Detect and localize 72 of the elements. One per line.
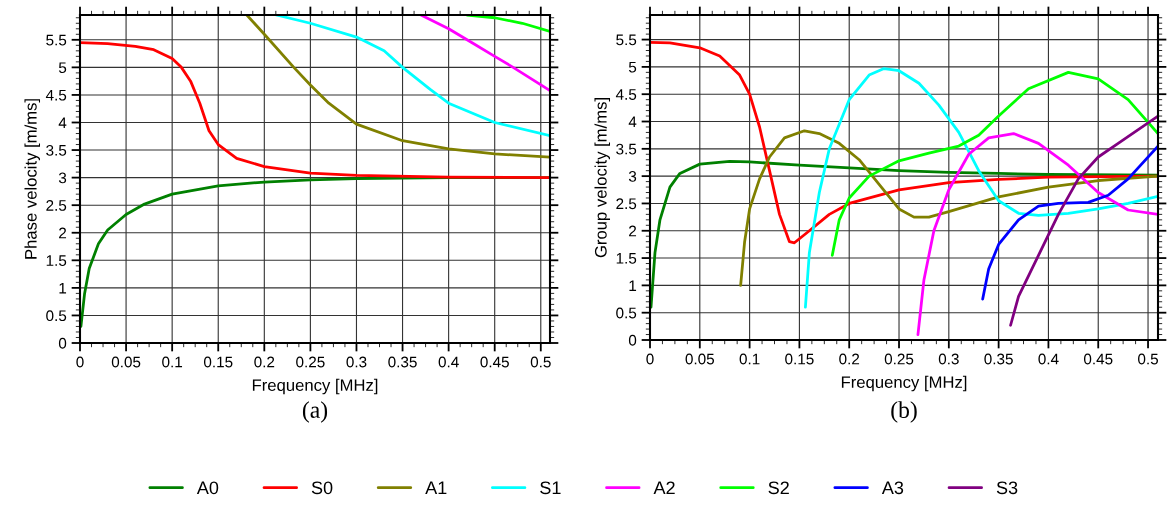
line-series <box>804 67 1158 309</box>
x-tick-label: 0.3 <box>346 356 367 368</box>
x-tick-label: 0.4 <box>438 356 459 368</box>
y-tick-label: 4 <box>628 116 637 128</box>
line-series <box>1009 114 1158 327</box>
x-tick-label: 0.15 <box>203 356 233 368</box>
x-axis-title: Frequency [MHz] <box>841 375 967 392</box>
y-tick-label: 1.5 <box>46 255 67 266</box>
x-tick-label: 0.15 <box>785 353 814 365</box>
x-tick-label: 0.35 <box>984 353 1013 365</box>
y-tick-label: 1 <box>59 282 67 294</box>
line-series <box>981 144 1158 301</box>
legend-label: A3 <box>881 481 904 495</box>
y-axis-title: Phase velocity [m/ms] <box>24 99 41 259</box>
y-tick-label: 2.5 <box>616 198 637 210</box>
legend-label: A2 <box>653 481 675 494</box>
y-tick-label: 3.5 <box>616 143 637 155</box>
legend-label: S2 <box>768 481 789 495</box>
legend-label: S1 <box>540 481 561 495</box>
x-tick-label: 0.25 <box>884 353 914 365</box>
line-series <box>650 160 1158 309</box>
x-tick-label: 0.45 <box>1083 353 1113 365</box>
x-axis-title: Frequency [MHz] <box>252 378 378 395</box>
y-tick-label: 5 <box>58 62 67 74</box>
x-tick-label: 0.1 <box>162 356 183 368</box>
y-tick-label: 4 <box>58 117 67 129</box>
y-tick-label: 0 <box>628 334 637 346</box>
y-tick-label: 2 <box>59 227 67 239</box>
y-tick-label: 0.5 <box>616 307 637 319</box>
x-tick-label: 0.05 <box>685 353 715 365</box>
x-tick-label: 0 <box>76 356 84 368</box>
text: (a) <box>302 401 328 423</box>
legend-label: A0 <box>196 481 219 495</box>
y-tick-label: 3.5 <box>46 144 67 156</box>
y-tick-label: 1 <box>629 280 637 291</box>
line-series <box>916 132 1158 336</box>
y-tick-label: 2 <box>629 225 637 237</box>
x-tick-label: 0.2 <box>839 353 860 365</box>
y-tick-label: 0 <box>58 337 67 349</box>
x-tick-label: 0.3 <box>938 353 959 365</box>
x-tick-label: 0.5 <box>530 356 551 368</box>
legend-label: S0 <box>311 481 333 495</box>
y-tick-label: 5.5 <box>616 34 637 46</box>
x-tick-label: 0 <box>646 353 654 365</box>
y-tick-label: 3 <box>58 172 67 184</box>
line-series <box>739 129 1158 287</box>
y-tick-label: 5.5 <box>46 34 67 46</box>
line-series <box>465 15 550 33</box>
line-series <box>245 15 550 159</box>
line-series <box>830 70 1158 257</box>
x-tick-label: 0.1 <box>739 353 760 365</box>
x-tick-label: 0.25 <box>296 356 325 368</box>
line-series <box>80 41 550 180</box>
y-tick-label: 1.5 <box>616 253 637 264</box>
text: (b) <box>891 401 917 423</box>
legend-label: A1 <box>425 481 447 494</box>
x-tick-label: 0.45 <box>480 356 509 368</box>
legend-label: S3 <box>996 481 1018 495</box>
y-tick-label: 4.5 <box>615 89 637 100</box>
x-tick-label: 0.05 <box>111 356 141 368</box>
x-tick-label: 0.35 <box>388 356 417 368</box>
y-tick-label: 4.5 <box>45 89 67 101</box>
y-tick-label: 3 <box>628 171 637 182</box>
line-series <box>274 15 550 138</box>
x-tick-label: 0.5 <box>1138 353 1159 365</box>
line-series <box>419 15 550 92</box>
y-tick-label: 0.5 <box>46 310 67 322</box>
y-axis-title: Group velocity [m/ms] <box>594 98 611 258</box>
x-tick-label: 0.2 <box>254 356 275 368</box>
y-tick-label: 5 <box>628 61 637 73</box>
y-tick-label: 2.5 <box>46 200 67 211</box>
x-tick-label: 0.4 <box>1038 353 1059 365</box>
